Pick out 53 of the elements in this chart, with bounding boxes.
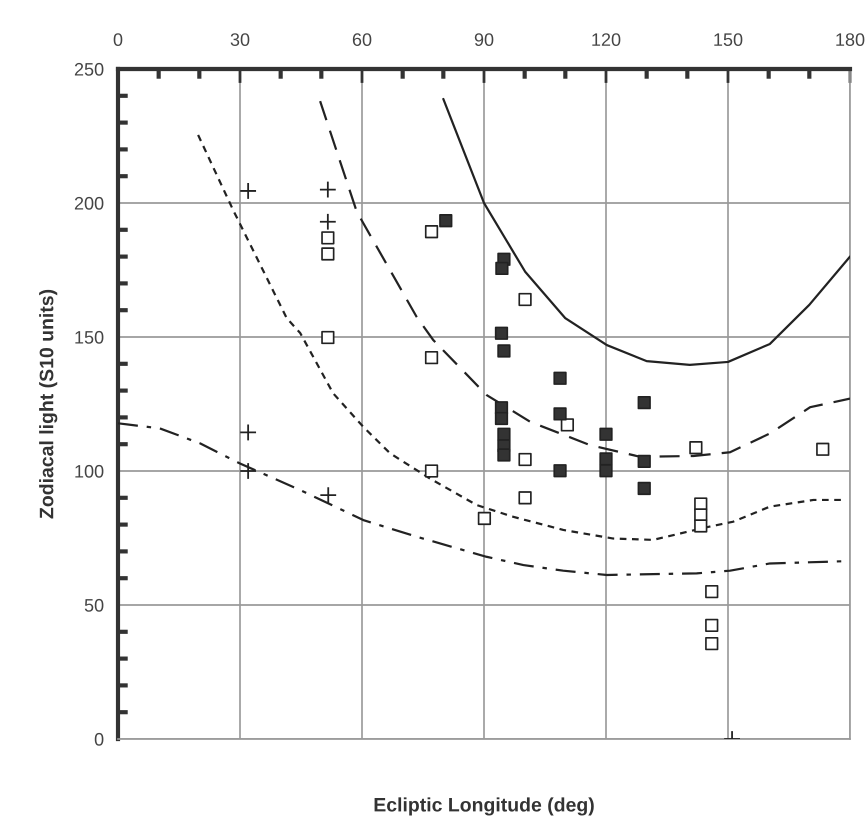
point bbox=[816, 442, 830, 456]
point bbox=[560, 418, 574, 432]
point bbox=[705, 618, 718, 632]
point bbox=[705, 584, 718, 598]
point bbox=[239, 462, 257, 480]
point bbox=[439, 214, 452, 228]
point bbox=[705, 636, 718, 650]
point bbox=[518, 452, 532, 466]
point bbox=[239, 424, 257, 442]
point bbox=[494, 326, 508, 340]
point bbox=[518, 491, 532, 504]
point bbox=[319, 212, 337, 231]
point bbox=[689, 441, 703, 454]
point bbox=[494, 412, 508, 426]
y-tick-label: 50 bbox=[84, 598, 104, 612]
point bbox=[553, 464, 567, 478]
y-tick-label: 250 bbox=[74, 62, 104, 76]
x-tick-label: 150 bbox=[714, 33, 742, 46]
point bbox=[424, 225, 438, 238]
line-series bbox=[442, 98, 850, 366]
point bbox=[478, 512, 492, 526]
x-axis-title: Ecliptic Longitude (deg) bbox=[374, 797, 594, 816]
point bbox=[321, 330, 334, 344]
x-tick-label: 90 bbox=[474, 33, 494, 46]
point bbox=[321, 247, 334, 261]
point bbox=[424, 350, 438, 364]
y-tick-label: 0 bbox=[94, 732, 104, 746]
point bbox=[497, 448, 511, 462]
x-tick-label: 60 bbox=[352, 33, 372, 46]
point bbox=[319, 180, 337, 198]
point bbox=[599, 464, 613, 478]
x-tick-label: 180 bbox=[836, 33, 864, 46]
point bbox=[638, 396, 651, 410]
point bbox=[638, 482, 651, 496]
point bbox=[497, 344, 511, 358]
x-tick-label: 0 bbox=[114, 33, 122, 46]
x-tick-label: 30 bbox=[230, 33, 250, 46]
y-axis-title: Zodiacal light (S10 units) bbox=[39, 290, 58, 518]
point bbox=[599, 428, 613, 441]
point bbox=[239, 182, 257, 200]
y-tick-label: 100 bbox=[75, 464, 104, 478]
point bbox=[424, 464, 438, 478]
point bbox=[321, 231, 334, 244]
y-tick-label: 150 bbox=[75, 330, 104, 344]
point bbox=[495, 262, 509, 276]
point bbox=[518, 292, 532, 306]
point bbox=[694, 519, 708, 533]
y-tick-label: 200 bbox=[74, 196, 104, 210]
point bbox=[638, 454, 651, 468]
point bbox=[319, 486, 338, 504]
point bbox=[553, 407, 567, 421]
point bbox=[553, 372, 567, 385]
x-tick-label: 120 bbox=[592, 33, 620, 46]
